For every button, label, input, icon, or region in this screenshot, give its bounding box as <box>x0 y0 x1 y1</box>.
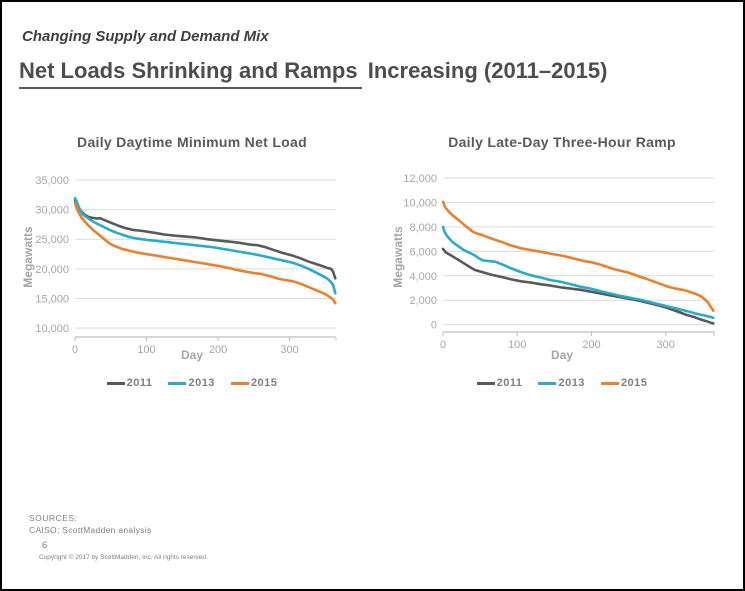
footer-sources-label: SOURCES: <box>29 513 78 523</box>
legend-item-2011: 2011 <box>476 377 523 389</box>
chart-net-load: 10,000 15,000 20,000 25,000 30,000 35,000 0 100… <box>17 130 367 410</box>
legend-label: 2011 <box>496 377 523 389</box>
legend-item-2011: 2011 <box>106 377 153 389</box>
legend-swatch <box>168 381 187 385</box>
svg-text:200: 200 <box>582 339 600 351</box>
svg-text:10,000: 10,000 <box>403 197 437 209</box>
chart-title: Daily Daytime Minimum Net Load <box>77 134 307 150</box>
x-axis-label: Day <box>180 348 203 362</box>
legend-item-2013: 2013 <box>168 377 214 389</box>
copyright-notice: Copyright © 2017 by ScottMadden, Inc. Al… <box>39 554 208 561</box>
chart-ramp-plot: 0 2,000 4,000 6,000 8,000 10,000 12,000 0 100 200… <box>387 130 737 370</box>
legend-item-2015: 2015 <box>230 377 278 389</box>
svg-text:25,000: 25,000 <box>35 234 69 246</box>
svg-text:30,000: 30,000 <box>35 205 69 217</box>
legend: 2011 2013 2015 <box>17 377 367 389</box>
legend-label: 2015 <box>620 377 648 389</box>
svg-text:4,000: 4,000 <box>409 271 437 283</box>
chart-net-load-plot: 10,000 15,000 20,000 25,000 30,000 35,000 0 100… <box>17 130 367 370</box>
svg-text:100: 100 <box>137 344 155 356</box>
legend: 2011 2013 2015 <box>387 377 737 389</box>
svg-text:12,000: 12,000 <box>403 173 437 185</box>
page-title: Net Loads Shrinking and Ramps Increasing… <box>19 58 607 89</box>
legend-label: 2013 <box>558 377 585 389</box>
svg-text:300: 300 <box>280 344 298 356</box>
legend-swatch <box>476 381 495 385</box>
page-title-rest: Increasing (2011–2015) <box>361 58 608 83</box>
svg-text:10,000: 10,000 <box>35 323 69 335</box>
svg-text:200: 200 <box>209 344 227 356</box>
legend-label: 2013 <box>188 377 215 389</box>
y-axis-label: Megawatts <box>21 226 35 288</box>
legend-swatch <box>230 381 249 385</box>
page-title-underlined: Net Loads Shrinking and Ramps <box>19 58 362 89</box>
footer-sources-text: CAISO; ScottMadden analysis <box>29 525 152 535</box>
svg-text:2,000: 2,000 <box>409 295 437 307</box>
svg-text:8,000: 8,000 <box>409 222 437 234</box>
svg-text:0: 0 <box>72 344 78 356</box>
chart-ramp: 0 2,000 4,000 6,000 8,000 10,000 12,000 0 100 200… <box>387 130 737 410</box>
legend-swatch <box>600 381 619 385</box>
svg-text:100: 100 <box>508 339 526 351</box>
svg-text:35,000: 35,000 <box>35 175 69 187</box>
legend-item-2013: 2013 <box>538 377 584 389</box>
svg-text:15,000: 15,000 <box>35 293 69 305</box>
x-axis-label: Day <box>550 348 573 362</box>
legend-item-2015: 2015 <box>600 377 648 389</box>
legend-label: 2011 <box>126 377 153 389</box>
svg-text:300: 300 <box>657 339 675 351</box>
svg-text:0: 0 <box>431 320 437 332</box>
svg-text:0: 0 <box>440 339 446 351</box>
legend-swatch <box>106 381 125 385</box>
page-number: 6 <box>42 540 48 551</box>
chart-title: Daily Late-Day Three-Hour Ramp <box>448 134 676 150</box>
eyebrow-title: Changing Supply and Demand Mix <box>22 28 269 45</box>
legend-label: 2015 <box>250 377 278 389</box>
svg-text:6,000: 6,000 <box>409 246 437 258</box>
legend-swatch <box>538 381 557 385</box>
y-axis-label: Megawatts <box>391 226 405 288</box>
svg-text:20,000: 20,000 <box>35 264 69 276</box>
